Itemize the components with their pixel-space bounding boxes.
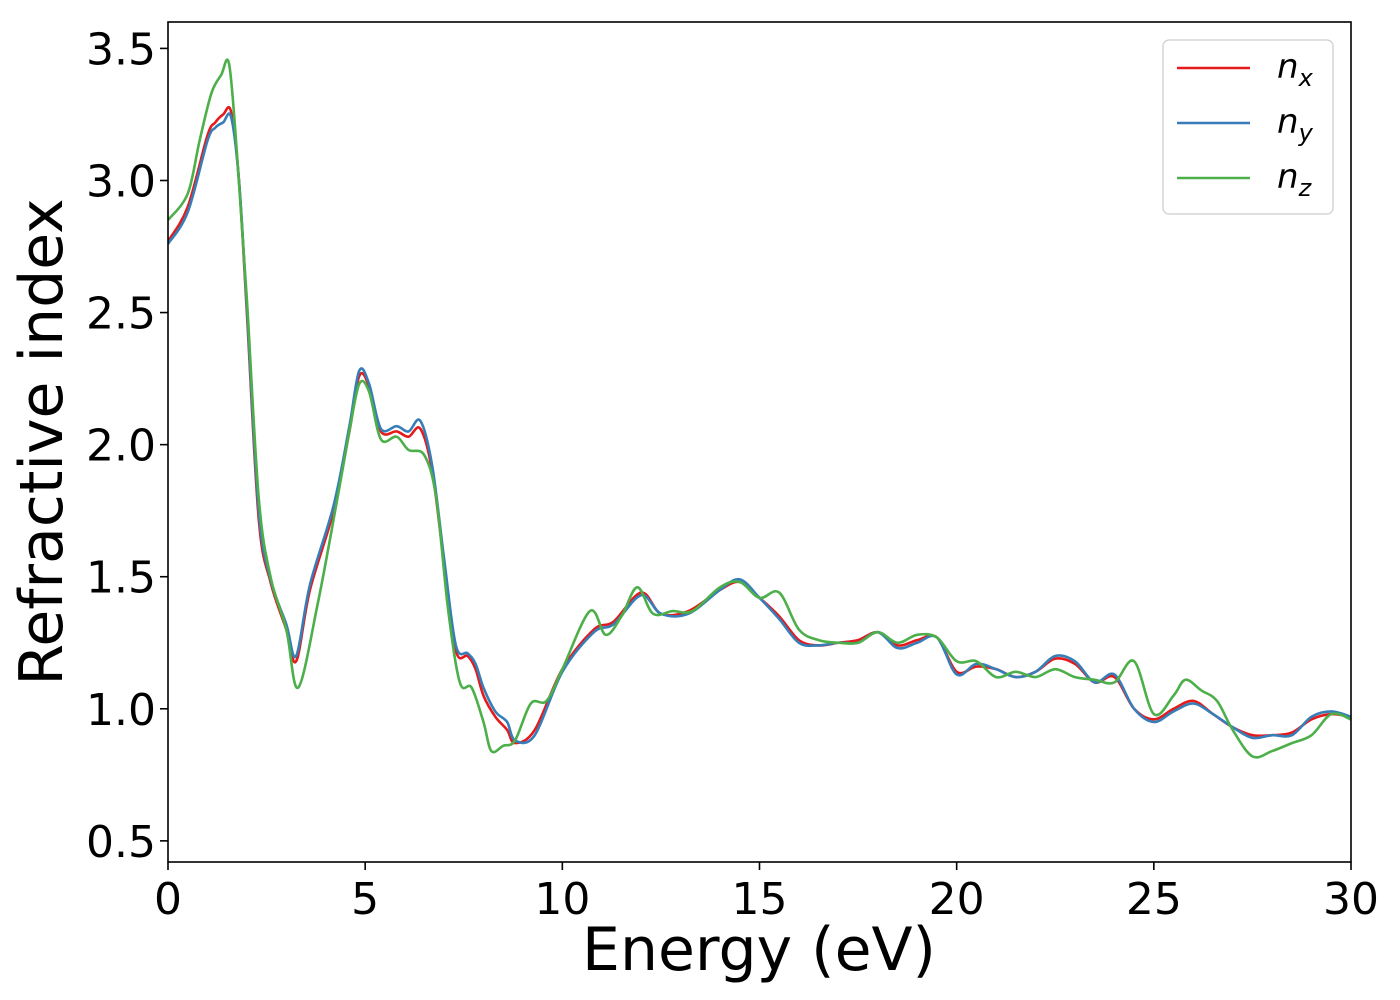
series-line-n_z: [168, 58, 1351, 759]
x-tick-label: 0: [154, 874, 182, 925]
x-axis-ticks: 0 5 10 15 20 25 30: [154, 862, 1379, 925]
series-layer: [168, 58, 1351, 759]
y-tick-label: 2.5: [86, 289, 156, 340]
y-tick-label: 0.5: [86, 817, 156, 868]
x-tick-label: 15: [732, 874, 788, 925]
x-axis-label: Energy (eV): [582, 915, 936, 985]
x-tick-label: 10: [534, 874, 590, 925]
x-tick-label: 20: [929, 874, 985, 925]
y-tick-label: 2.0: [86, 421, 156, 472]
x-tick-label: 25: [1126, 874, 1182, 925]
y-axis-ticks: 0.5 1.0 1.5 2.0 2.5 3.0 3.5: [86, 24, 168, 868]
legend-label-n_x: nx: [1277, 47, 1314, 92]
x-tick-label: 30: [1323, 874, 1379, 925]
y-tick-label: 3.5: [86, 24, 156, 75]
y-tick-label: 1.5: [86, 553, 156, 604]
legend-box: [1162, 39, 1334, 215]
y-tick-label: 3.0: [86, 156, 156, 207]
legend-label-n_z: nz: [1277, 157, 1313, 202]
y-tick-label: 1.0: [86, 685, 156, 736]
y-axis-label: Refractive index: [7, 198, 77, 685]
legend-label-n_y: ny: [1277, 102, 1314, 147]
x-tick-label: 5: [351, 874, 379, 925]
legend: nx ny nz: [1162, 39, 1334, 215]
